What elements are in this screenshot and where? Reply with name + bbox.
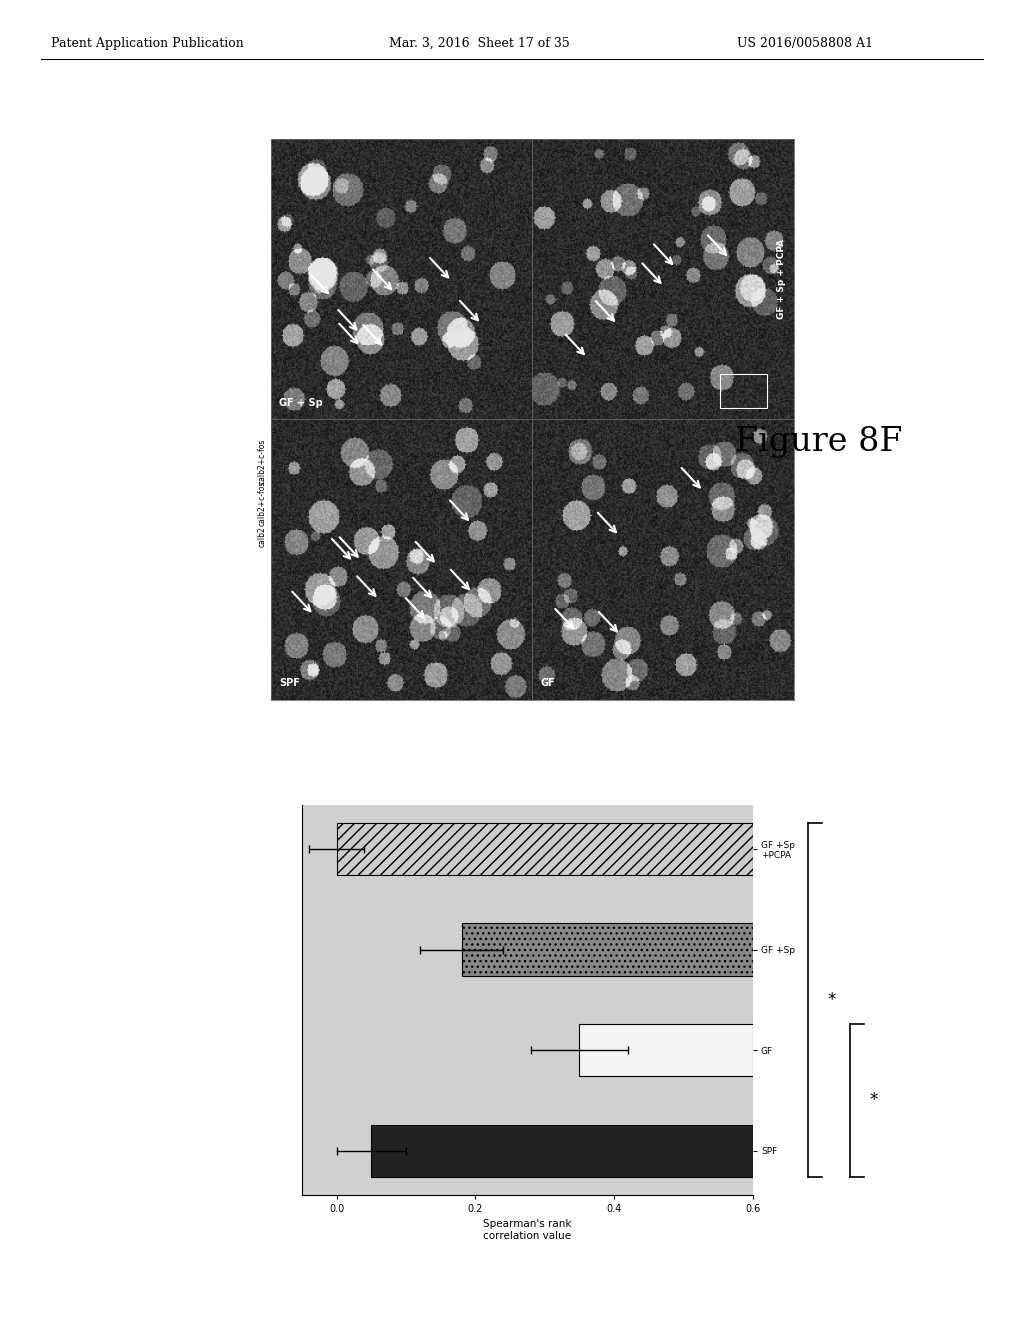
X-axis label: Spearman's rank
correlation value: Spearman's rank correlation value: [483, 1220, 571, 1241]
Bar: [372, 1125, 753, 1177]
Text: calb2+c-fos: calb2+c-fos: [257, 480, 266, 525]
Text: Patent Application Publication: Patent Application Publication: [51, 37, 244, 50]
Text: GF + Sp + PCPA: GF + Sp + PCPA: [777, 239, 785, 319]
Text: US 2016/0058808 A1: US 2016/0058808 A1: [737, 37, 873, 50]
Text: GF + Sp: GF + Sp: [280, 397, 323, 408]
Text: Mar. 3, 2016  Sheet 17 of 35: Mar. 3, 2016 Sheet 17 of 35: [389, 37, 570, 50]
Bar: [721, 375, 768, 408]
Text: *: *: [869, 1092, 878, 1110]
Text: calb2+c-fos: calb2+c-fos: [257, 438, 266, 484]
Text: GF: GF: [541, 678, 555, 689]
Text: *: *: [827, 991, 836, 1008]
Bar: [580, 1024, 753, 1076]
Text: Figure 8F: Figure 8F: [735, 426, 903, 458]
Text: SPF: SPF: [280, 678, 300, 689]
Bar: [337, 822, 753, 875]
Text: calb2: calb2: [257, 527, 266, 548]
Bar: [462, 924, 753, 975]
